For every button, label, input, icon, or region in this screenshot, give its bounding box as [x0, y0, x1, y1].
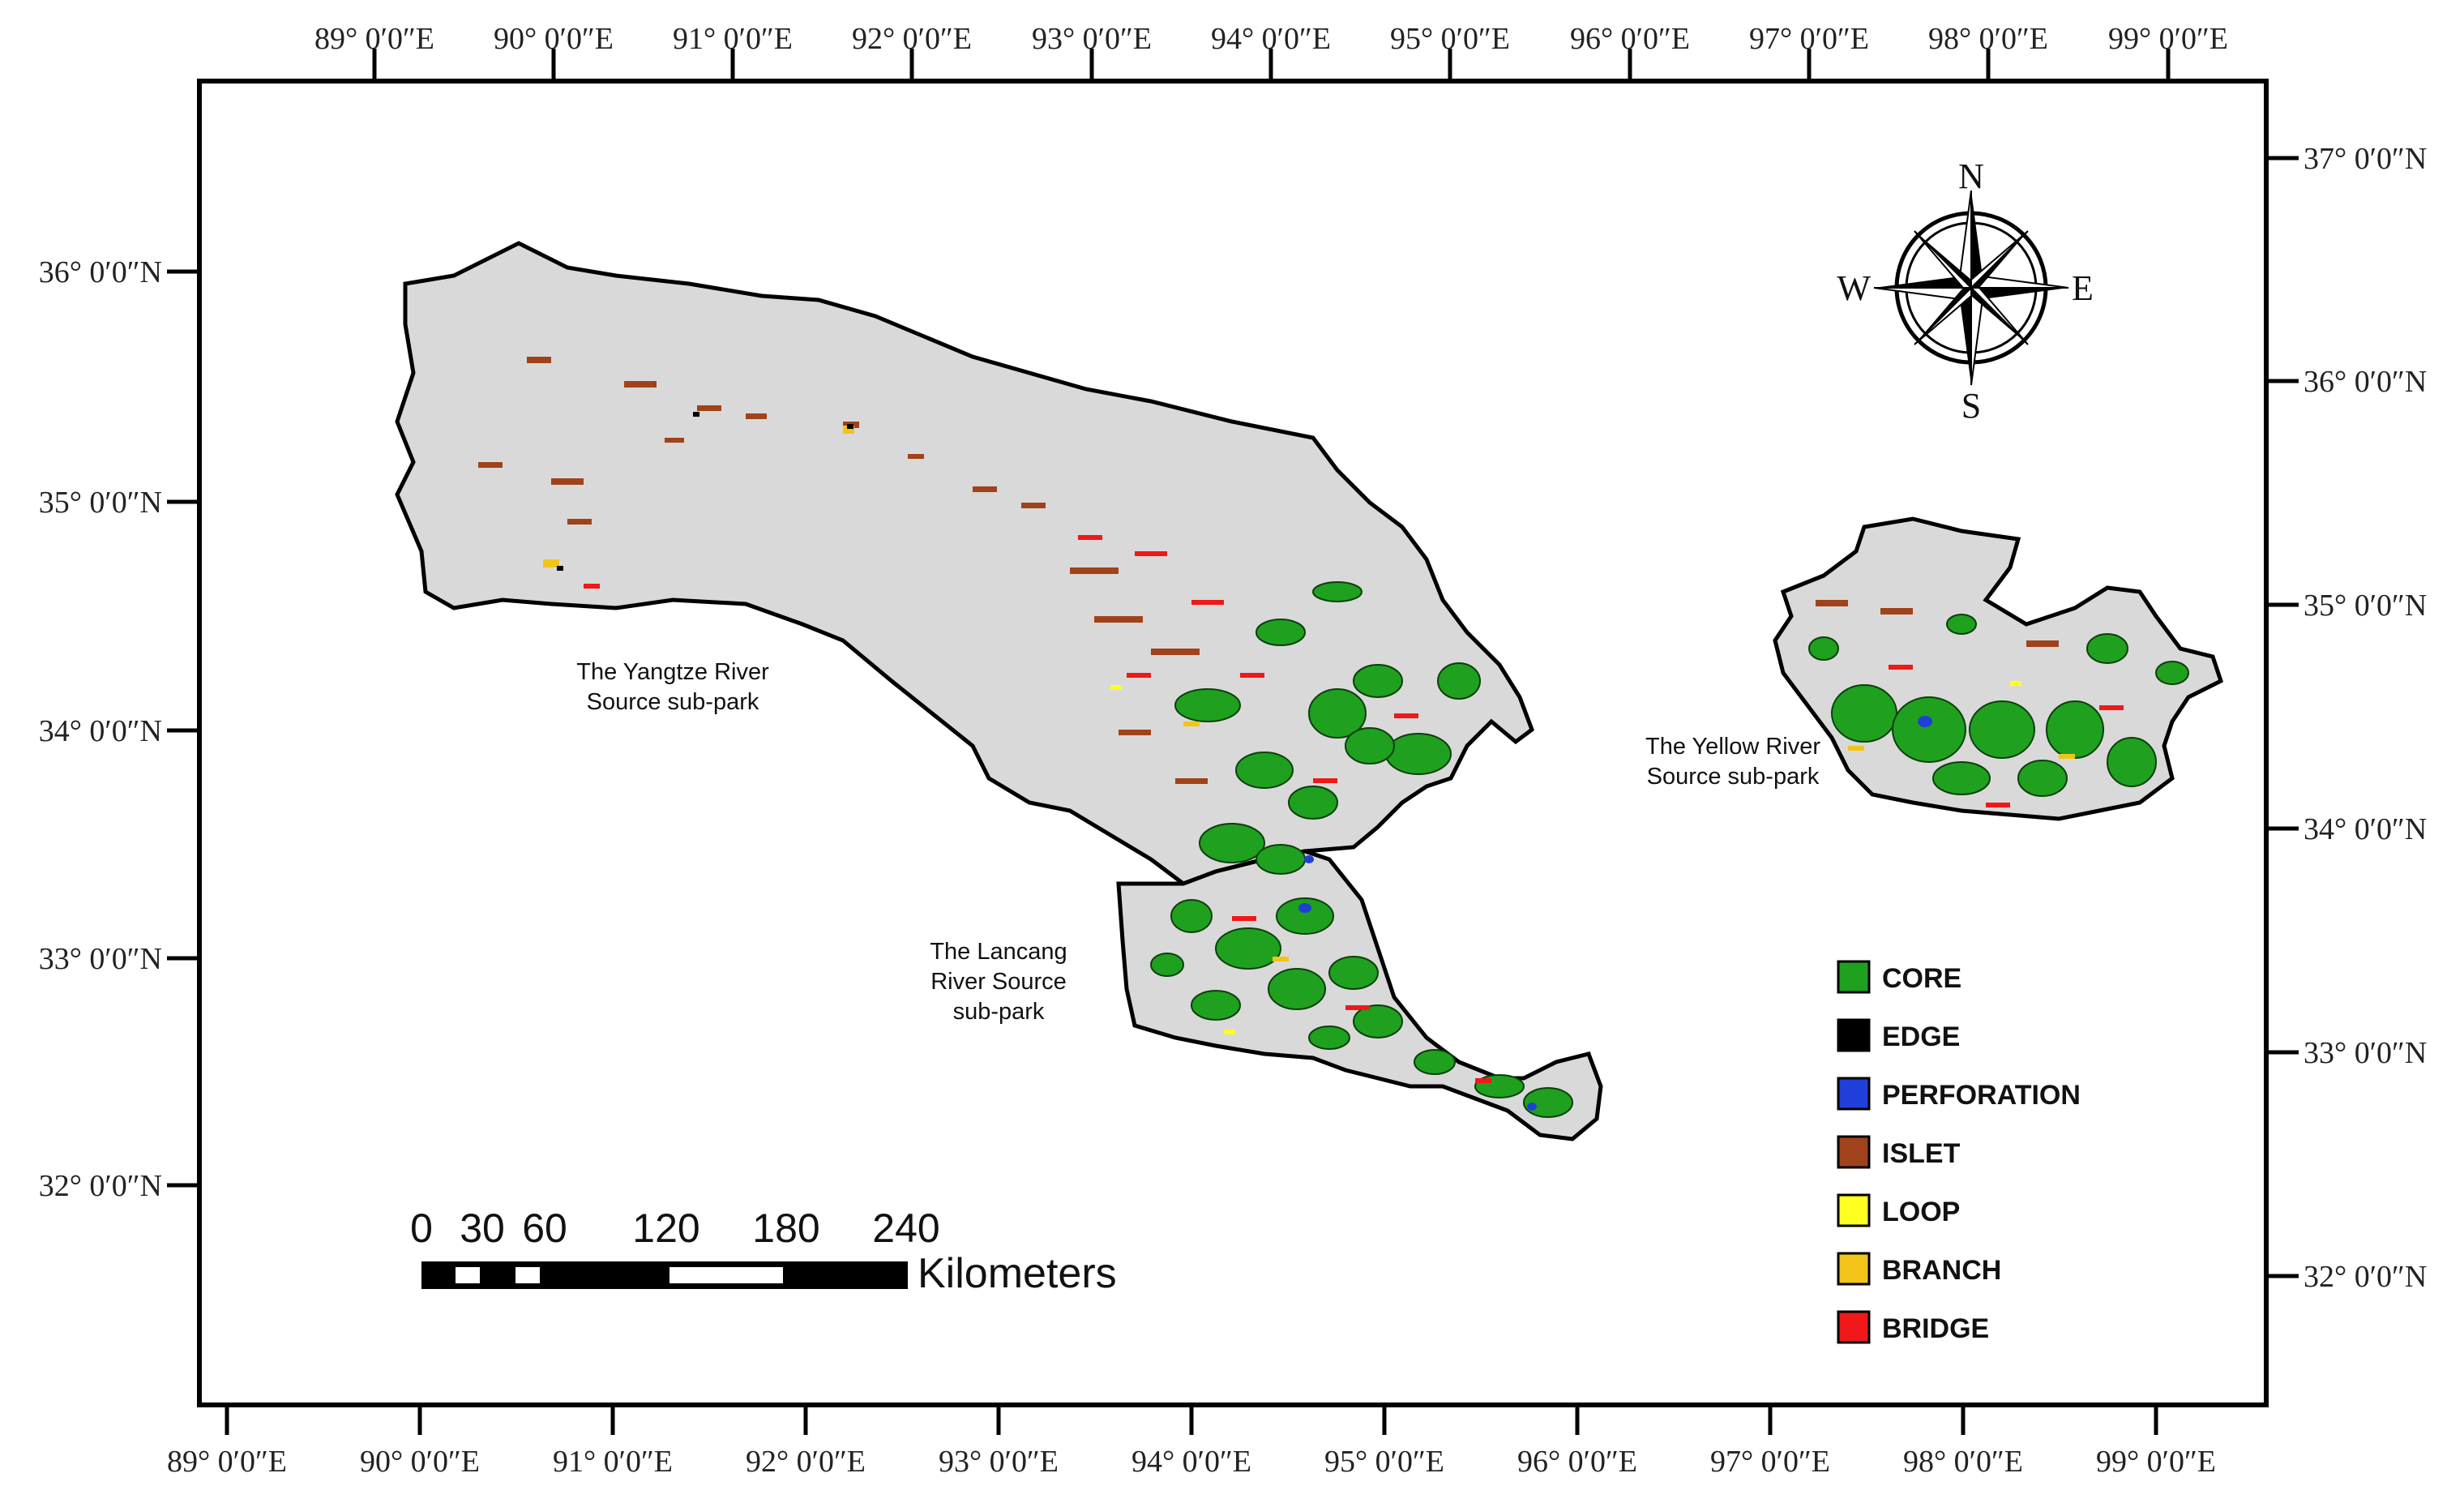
- scale-tick-label: 240: [872, 1206, 939, 1251]
- lat-label-right: 36° 0′0″N: [2304, 365, 2427, 399]
- legend-swatch-core: [1837, 960, 1871, 994]
- lat-label-right: 32° 0′0″N: [2304, 1260, 2427, 1294]
- top-longitude-labels: 89° 0′0″E 90° 0′0″E 91° 0′0″E 92° 0′0″E …: [314, 22, 2228, 56]
- legend: CORE EDGE PERFORATION ISLET LOOP BRANCH …: [1837, 960, 2081, 1344]
- lon-label-top: 95° 0′0″E: [1390, 22, 1510, 56]
- scale-unit-label: Kilometers: [918, 1250, 1117, 1297]
- lon-label-top: 98° 0′0″E: [1928, 22, 2048, 56]
- lon-label-bottom: 94° 0′0″E: [1131, 1445, 1251, 1479]
- scale-tick-label: 60: [522, 1206, 567, 1251]
- left-latitude-axis: [167, 269, 199, 1188]
- lon-label-bottom: 99° 0′0″E: [2096, 1445, 2216, 1479]
- legend-swatch-branch: [1837, 1252, 1871, 1286]
- left-latitude-labels: 36° 0′0″N 35° 0′0″N 34° 0′0″N 33° 0′0″N …: [39, 255, 162, 1203]
- compass-west: W: [1837, 268, 1871, 308]
- yangtze-subpark-region: [395, 241, 1534, 886]
- perforation-patches: [1298, 716, 1932, 1111]
- lat-label-left: 34° 0′0″N: [39, 714, 162, 748]
- lon-label-top: 99° 0′0″E: [2108, 22, 2228, 56]
- right-latitude-labels: 37° 0′0″N 36° 0′0″N 35° 0′0″N 34° 0′0″N …: [2304, 142, 2427, 1294]
- lancang-label-line3: sub-park: [953, 999, 1045, 1025]
- legend-swatch-perforation: [1837, 1077, 1871, 1111]
- lancang-label: The Lancang River Source sub-park: [930, 939, 1067, 1025]
- lat-label-left: 36° 0′0″N: [39, 255, 162, 289]
- lon-label-top: 91° 0′0″E: [673, 22, 793, 56]
- core-patches: [1150, 581, 2189, 1118]
- lon-label-bottom: 91° 0′0″E: [553, 1445, 673, 1479]
- lon-label-top: 96° 0′0″E: [1570, 22, 1690, 56]
- lon-label-bottom: 89° 0′0″E: [167, 1445, 287, 1479]
- yellow-label-line2: Source sub-park: [1647, 764, 1820, 790]
- scale-bar: 0 30 60 120 180 240 Kilometers: [410, 1206, 1117, 1297]
- lon-label-bottom: 90° 0′0″E: [360, 1445, 480, 1479]
- scale-tick-label: 120: [632, 1206, 699, 1251]
- yangtze-label-line1: The Yangtze River: [576, 659, 769, 685]
- lon-label-bottom: 96° 0′0″E: [1517, 1445, 1637, 1479]
- lat-label-right: 35° 0′0″N: [2304, 589, 2427, 623]
- yellow-label: The Yellow River Source sub-park: [1645, 734, 1820, 790]
- lat-label-left: 32° 0′0″N: [39, 1169, 162, 1203]
- lon-label-top: 94° 0′0″E: [1211, 22, 1331, 56]
- legend-swatch-loop: [1837, 1193, 1871, 1227]
- legend-label-loop: LOOP: [1882, 1197, 1960, 1227]
- lon-label-bottom: 98° 0′0″E: [1903, 1445, 2023, 1479]
- legend-label-bridge: BRIDGE: [1882, 1313, 1989, 1344]
- lon-label-bottom: 92° 0′0″E: [746, 1445, 866, 1479]
- edge-patches: [557, 412, 853, 571]
- lon-label-bottom: 97° 0′0″E: [1710, 1445, 1830, 1479]
- yellow-label-line1: The Yellow River: [1645, 734, 1820, 760]
- right-latitude-axis: [2266, 156, 2299, 1278]
- lon-label-top: 92° 0′0″E: [852, 22, 972, 56]
- lon-label-bottom: 93° 0′0″E: [939, 1445, 1059, 1479]
- yangtze-label-line2: Source sub-park: [587, 689, 759, 715]
- lat-label-left: 33° 0′0″N: [39, 942, 162, 976]
- legend-label-edge: EDGE: [1882, 1021, 1960, 1052]
- legend-label-islet: ISLET: [1882, 1138, 1961, 1169]
- top-longitude-axis: [372, 49, 2171, 81]
- compass-north: N: [1958, 156, 1984, 196]
- lat-label-left: 35° 0′0″N: [39, 486, 162, 520]
- bottom-longitude-axis: [225, 1405, 2158, 1435]
- lancang-subpark-region: [1116, 849, 1603, 1141]
- lancang-label-line2: River Source: [930, 969, 1067, 995]
- lat-label-right: 34° 0′0″N: [2304, 812, 2427, 846]
- branch-patches: [543, 426, 2075, 961]
- scale-tick-label: 180: [752, 1206, 819, 1251]
- compass-east: E: [2072, 268, 2094, 308]
- lon-label-top: 89° 0′0″E: [314, 22, 434, 56]
- yellow-subpark-region: [1773, 516, 2224, 821]
- legend-label-core: CORE: [1882, 963, 1961, 994]
- compass-rose-icon: N S E W: [1837, 156, 2093, 426]
- lon-label-top: 90° 0′0″E: [494, 22, 614, 56]
- legend-swatch-bridge: [1837, 1310, 1871, 1344]
- scale-tick-label: 0: [410, 1206, 433, 1251]
- lat-label-right: 37° 0′0″N: [2304, 142, 2427, 176]
- yangtze-label: The Yangtze River Source sub-park: [576, 659, 769, 715]
- legend-label-perforation: PERFORATION: [1882, 1080, 2081, 1111]
- lon-label-top: 93° 0′0″E: [1032, 22, 1152, 56]
- lat-label-right: 33° 0′0″N: [2304, 1036, 2427, 1070]
- lancang-label-line1: The Lancang: [930, 939, 1067, 965]
- lon-label-bottom: 95° 0′0″E: [1324, 1445, 1444, 1479]
- legend-label-branch: BRANCH: [1882, 1255, 2001, 1286]
- legend-swatch-edge: [1837, 1018, 1871, 1052]
- loop-patches: [1110, 681, 2021, 1034]
- lon-label-top: 97° 0′0″E: [1749, 22, 1869, 56]
- compass-south: S: [1961, 386, 1981, 426]
- legend-swatch-islet: [1837, 1135, 1871, 1169]
- bridge-patches: [584, 535, 2124, 1083]
- scale-tick-label: 30: [460, 1206, 505, 1251]
- bottom-longitude-labels: 89° 0′0″E 90° 0′0″E 91° 0′0″E 92° 0′0″E …: [167, 1445, 2216, 1479]
